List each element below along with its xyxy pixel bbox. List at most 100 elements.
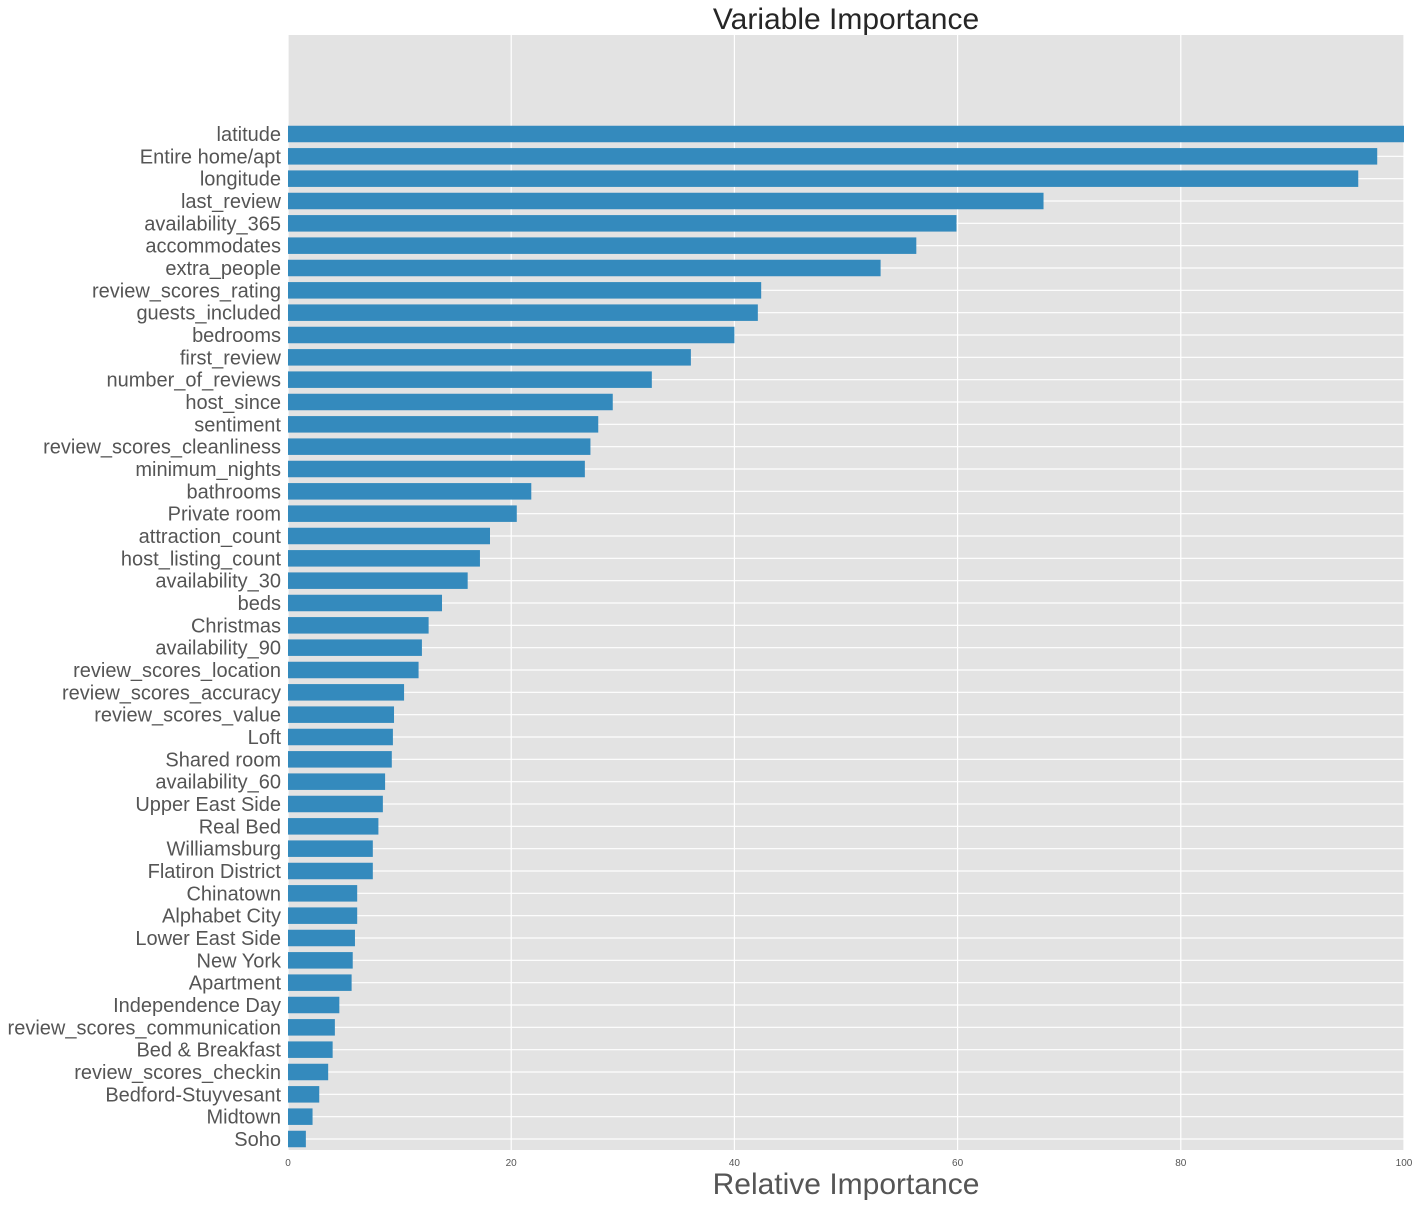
category-label: number_of_reviews — [106, 370, 281, 392]
category-label: Private room — [168, 504, 281, 526]
bar — [288, 1063, 329, 1081]
bar — [288, 237, 917, 254]
bar — [288, 773, 386, 790]
category-label: Midtown — [207, 1107, 281, 1129]
category-label: Bedford-Stuyvesant — [105, 1084, 281, 1106]
bar — [288, 661, 419, 679]
bar — [288, 326, 735, 344]
chart-title: Variable Importance — [713, 3, 979, 36]
category-label: Flatiron District — [148, 861, 282, 883]
category-label: Shared room — [165, 749, 281, 771]
bar — [288, 572, 468, 589]
category-label: review_scores_location — [73, 660, 281, 682]
bar — [288, 125, 1404, 143]
bar — [288, 1108, 313, 1125]
bar — [288, 974, 352, 991]
bar — [288, 192, 1044, 210]
category-label: Independence Day — [113, 995, 281, 1017]
category-label: review_scores_value — [94, 705, 281, 727]
category-label: bedrooms — [192, 325, 281, 347]
bar — [288, 795, 383, 813]
bar — [288, 393, 613, 411]
bar — [288, 371, 652, 388]
bar — [288, 952, 353, 969]
category-label: minimum_nights — [135, 459, 281, 481]
x-tick-label: 20 — [506, 1158, 518, 1169]
bar — [288, 148, 1378, 165]
category-label: Chinatown — [186, 883, 281, 905]
bar — [288, 684, 405, 701]
x-tick-label: 40 — [729, 1158, 741, 1169]
bar — [288, 929, 355, 947]
category-label: review_scores_rating — [92, 280, 281, 302]
bar — [288, 438, 591, 455]
category-label: Upper East Side — [135, 794, 281, 816]
category-label: Bed & Breakfast — [136, 1040, 281, 1062]
bar — [288, 1130, 306, 1148]
bar — [288, 527, 490, 545]
category-label: Entire home/apt — [140, 146, 282, 168]
category-label: sentiment — [194, 414, 281, 436]
bar — [288, 818, 379, 835]
category-label: bathrooms — [187, 481, 282, 503]
bar — [288, 460, 585, 478]
bar — [288, 728, 393, 746]
bar — [288, 1086, 320, 1103]
category-label: availability_365 — [144, 213, 281, 235]
category-label: attraction_count — [139, 526, 282, 548]
category-label: availability_90 — [155, 638, 281, 660]
bar — [288, 505, 517, 522]
category-label: Williamsburg — [167, 839, 281, 861]
bar — [288, 483, 532, 500]
bars — [288, 125, 1404, 1148]
bar — [288, 840, 373, 857]
category-label: Lower East Side — [135, 928, 281, 950]
bar — [288, 1041, 333, 1058]
category-label: latitude — [217, 124, 282, 146]
category-label: first_review — [180, 347, 282, 369]
category-label: last_review — [181, 191, 282, 213]
category-label: Loft — [248, 727, 282, 749]
category-label: extra_people — [165, 258, 281, 280]
bar — [288, 304, 758, 321]
category-label: Soho — [234, 1129, 281, 1151]
bar — [288, 349, 691, 366]
bar — [288, 259, 881, 277]
category-label: New York — [197, 950, 282, 972]
category-label: Apartment — [189, 973, 282, 995]
category-label: Real Bed — [199, 816, 281, 838]
bar — [288, 996, 340, 1014]
category-label: Alphabet City — [162, 906, 281, 928]
bar — [288, 170, 1359, 187]
category-label: accommodates — [145, 236, 281, 258]
category-label: availability_30 — [155, 571, 281, 593]
bar — [288, 885, 358, 902]
x-tick-label: 100 — [1396, 1158, 1413, 1169]
bar — [288, 862, 373, 880]
bar — [288, 907, 358, 924]
category-label: beds — [238, 593, 281, 615]
bar — [288, 706, 395, 723]
category-label: host_since — [185, 392, 281, 414]
category-label: host_listing_count — [121, 548, 282, 570]
bar — [288, 751, 392, 768]
x-axis-label: Relative Importance — [713, 1168, 980, 1201]
x-tick-label: 0 — [285, 1158, 291, 1169]
category-label: longitude — [200, 169, 281, 191]
x-tick-labels: 0 20 40 60 80 100 — [285, 1158, 1413, 1169]
bar — [288, 550, 480, 567]
bar — [288, 416, 599, 433]
category-label: availability_60 — [155, 772, 281, 794]
bar — [288, 1019, 335, 1036]
category-label: review_scores_accuracy — [62, 682, 281, 704]
x-tick-label: 60 — [952, 1158, 964, 1169]
category-label: guests_included — [136, 303, 281, 325]
bar — [288, 282, 762, 299]
category-label: Christmas — [191, 615, 281, 637]
category-label: review_scores_communication — [8, 1017, 281, 1039]
bar — [288, 594, 443, 612]
category-label: review_scores_checkin — [74, 1062, 281, 1084]
